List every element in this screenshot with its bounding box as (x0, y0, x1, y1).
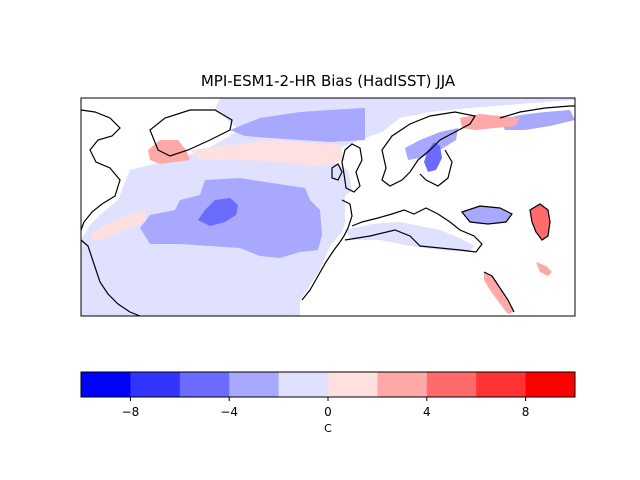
colorbar-bin (130, 372, 181, 397)
colorbar-tick-label: 0 (324, 405, 332, 419)
coastlines (80, 105, 575, 317)
baltic-sea (424, 142, 442, 172)
colorbar-bin (81, 372, 131, 397)
colorbar-bin (426, 372, 477, 397)
colorbar-tick-label: −4 (220, 405, 238, 419)
cold-anomaly-norway (405, 128, 458, 160)
warm-anomaly-gulfstream (90, 210, 145, 242)
cold-anomaly-barents (500, 110, 575, 130)
mediterranean-sea (345, 222, 475, 252)
colorbar: −8 −4 0 4 8 (80, 371, 576, 419)
map-title: MPI-ESM1-2-HR Bias (HadISST) JJA (200, 72, 456, 90)
cold-anomaly-north (230, 108, 365, 142)
cold-anomaly-core (198, 198, 238, 226)
warm-anomaly-labrador (148, 140, 190, 164)
colorbar-bin (476, 372, 527, 397)
black-sea (462, 206, 512, 224)
map-panel (80, 97, 576, 317)
colorbar-bin (179, 372, 230, 397)
warm-anomaly-norwegian (460, 114, 520, 130)
colorbar-bin (229, 372, 280, 397)
warm-anomaly-redsea (484, 272, 514, 314)
warm-anomaly-subpolar (190, 140, 345, 166)
colorbar-bin (328, 372, 378, 397)
warm-anomaly-caspian (530, 204, 550, 240)
map-frame (80, 97, 576, 317)
colorbar-units-label: C (324, 422, 332, 435)
colorbar-bin (377, 372, 428, 397)
colorbar-tick-label: 4 (423, 405, 431, 419)
colorbar-bin (525, 372, 576, 397)
colorbar-tick-label: −8 (122, 405, 140, 419)
colorbar-tick-label: 8 (522, 405, 530, 419)
colorbar-bin (278, 372, 329, 397)
warm-anomaly-persian-gulf (536, 262, 552, 276)
